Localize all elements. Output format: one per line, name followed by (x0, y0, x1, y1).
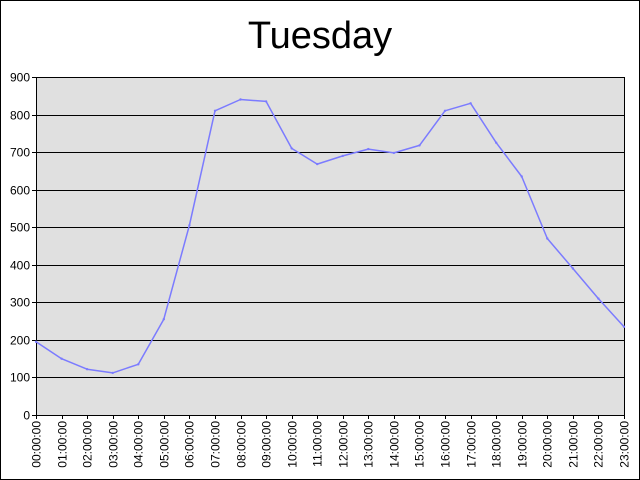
y-tick-label: 500 (10, 221, 30, 235)
x-tick-label: 14:00:00 (388, 421, 402, 468)
x-tick-label: 17:00:00 (465, 421, 479, 468)
x-tick-label: 01:00:00 (56, 421, 70, 468)
plot-area (36, 77, 624, 415)
data-point-04:00:00 (137, 363, 140, 366)
data-point-16:00:00 (443, 109, 447, 113)
data-point-09:00:00 (264, 100, 268, 103)
y-tick-label: 0 (23, 409, 30, 423)
data-point-10:00:00 (290, 147, 293, 150)
x-tick-label: 22:00:00 (592, 421, 606, 468)
chart-title: Tuesday (248, 15, 392, 57)
data-point-11:00:00 (316, 162, 319, 166)
x-tick-label: 11:00:00 (311, 421, 325, 467)
y-tick-label: 300 (10, 296, 30, 310)
series-group (34, 98, 626, 375)
y-axis-ticks: 0 100 200 300 400 500 600 700 800 900 (10, 71, 36, 423)
x-tick-label: 20:00:00 (541, 421, 555, 468)
data-point-06:00:00 (188, 224, 191, 227)
x-tick-label: 09:00:00 (260, 421, 274, 468)
x-tick-label: 02:00:00 (81, 421, 95, 468)
data-point-00:00:00 (34, 340, 38, 343)
data-point-17:00:00 (469, 102, 472, 105)
axes (36, 77, 625, 416)
y-tick-label: 600 (10, 184, 30, 198)
x-tick-label: 04:00:00 (132, 421, 146, 468)
x-tick-label: 13:00:00 (362, 421, 376, 468)
x-tick-label: 10:00:00 (286, 421, 300, 468)
data-point-12:00:00 (341, 154, 344, 158)
data-point-19:00:00 (520, 175, 523, 178)
data-point-14:00:00 (392, 151, 396, 155)
data-point-13:00:00 (367, 147, 370, 151)
x-tick-label: 07:00:00 (209, 421, 223, 468)
data-point-03:00:00 (111, 371, 114, 375)
x-tick-label: 18:00:00 (490, 421, 504, 468)
x-tick-label: 12:00:00 (337, 421, 351, 468)
data-point-21:00:00 (571, 267, 575, 270)
data-point-01:00:00 (60, 357, 63, 360)
data-point-18:00:00 (495, 141, 498, 144)
data-point-02:00:00 (85, 368, 89, 371)
x-axis-ticks: 00:00:00 01:00:00 02:00:00 03:00:00 04:00:00… (30, 415, 632, 468)
x-tick-label: 21:00:00 (567, 421, 581, 468)
x-tick-label: 06:00:00 (183, 421, 197, 468)
x-tick-label: 16:00:00 (439, 421, 453, 468)
x-tick-label: 05:00:00 (158, 421, 172, 468)
x-tick-label: 08:00:00 (235, 421, 249, 468)
x-tick-label: 15:00:00 (413, 421, 427, 468)
x-tick-label: 23:00:00 (618, 421, 632, 468)
y-tick-label: 100 (10, 371, 30, 385)
y-tick-label: 700 (10, 146, 30, 160)
x-tick-label: 19:00:00 (516, 421, 530, 468)
data-point-23:00:00 (622, 325, 626, 328)
y-tick-label: 800 (10, 109, 30, 123)
y-tick-label: 400 (10, 259, 30, 273)
plot-border (36, 77, 625, 416)
data-point-20:00:00 (546, 237, 549, 240)
x-tick-label: 03:00:00 (107, 421, 121, 468)
data-point-05:00:00 (162, 318, 165, 321)
data-point-22:00:00 (597, 297, 600, 300)
series-line-0 (35, 98, 625, 374)
x-tick-label: 00:00:00 (30, 421, 44, 468)
data-point-08:00:00 (239, 98, 242, 101)
y-tick-label: 200 (10, 334, 30, 348)
data-point-15:00:00 (418, 144, 421, 147)
data-point-07:00:00 (213, 109, 217, 113)
y-tick-label: 900 (10, 71, 30, 85)
